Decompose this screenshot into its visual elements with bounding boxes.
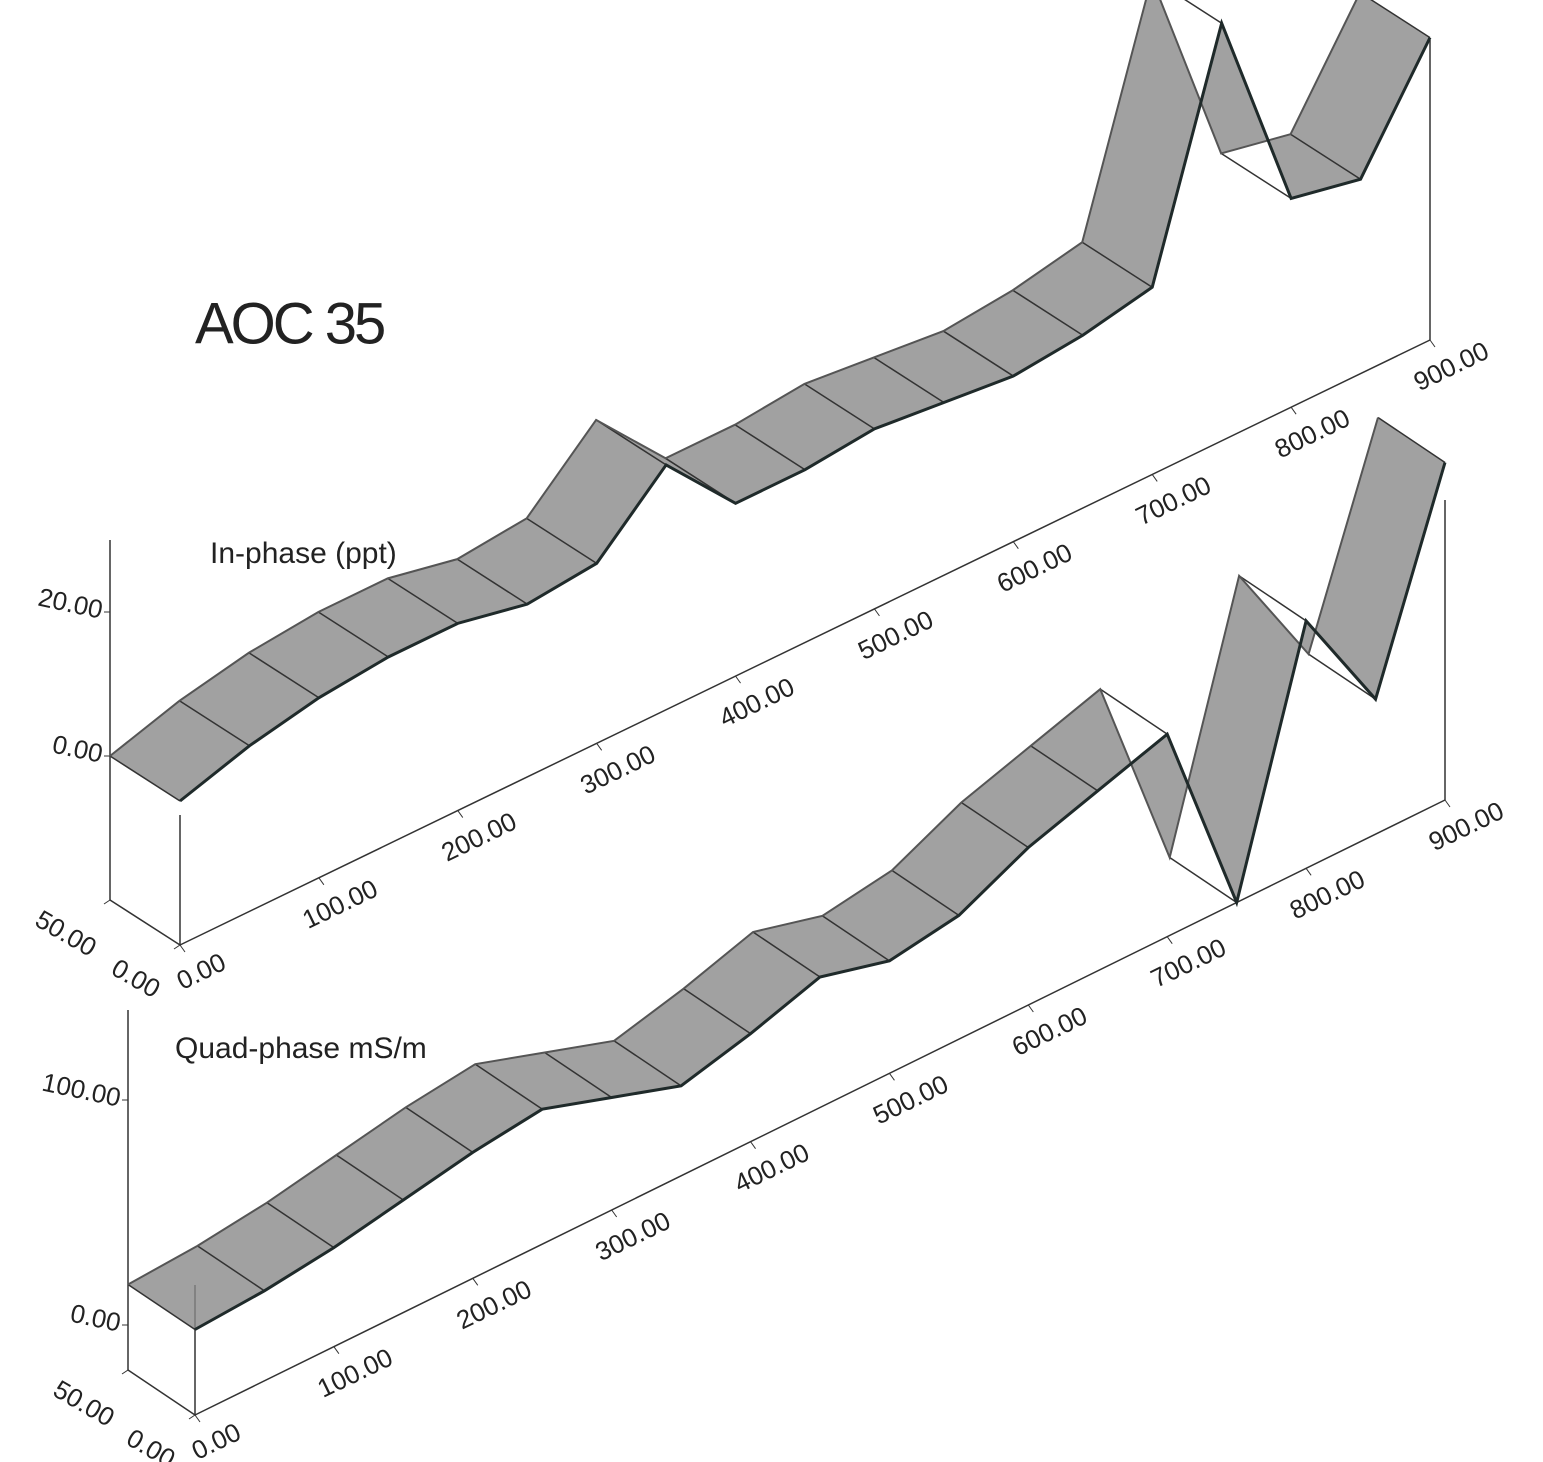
- x-tick: [1445, 800, 1450, 807]
- x-tick: [180, 945, 185, 952]
- x-tick: [1152, 474, 1157, 481]
- x-tick-label: 0.00: [187, 1417, 246, 1462]
- x-tick: [1430, 340, 1435, 347]
- z-axis-label: In-phase (ppt): [210, 537, 397, 570]
- z-tick-label: 0.00: [68, 1298, 124, 1338]
- z-tick-label: 20.00: [36, 582, 106, 625]
- x-tick: [319, 878, 324, 885]
- x-tick: [889, 1073, 894, 1080]
- x-tick: [334, 1347, 339, 1354]
- x-tick: [612, 1210, 617, 1217]
- x-tick: [473, 1278, 478, 1285]
- z-tick-label: 0.00: [50, 729, 106, 769]
- y-tick-label: 50.00: [48, 1374, 119, 1433]
- depth-axis: [110, 900, 180, 945]
- x-axis: [195, 800, 1445, 1415]
- chart: 0.00100.00200.00300.00400.00500.00600.00…: [0, 0, 1543, 1462]
- depth-axis: [128, 1370, 195, 1415]
- x-tick: [1028, 1005, 1033, 1012]
- x-tick: [1306, 868, 1311, 875]
- x-tick: [736, 676, 741, 683]
- x-tick: [751, 1142, 756, 1149]
- y-tick-label: 50.00: [30, 904, 101, 963]
- y-tick-label: 0.00: [107, 953, 166, 1004]
- y-tick: [174, 945, 180, 949]
- y-tick: [189, 1415, 195, 1419]
- z-axis-label: Quad-phase mS/m: [175, 1032, 427, 1065]
- x-tick: [597, 743, 602, 750]
- y-tick: [122, 1370, 128, 1374]
- y-tick: [104, 900, 110, 904]
- x-tick: [874, 609, 879, 616]
- x-tick-label: 0.00: [172, 947, 231, 996]
- x-tick: [195, 1415, 200, 1422]
- y-tick-label: 0.00: [122, 1423, 181, 1462]
- z-tick-label: 100.00: [40, 1067, 124, 1113]
- x-tick: [1013, 542, 1018, 549]
- chart-title: AOC 35: [195, 291, 384, 356]
- x-tick: [1167, 937, 1172, 944]
- x-tick: [1291, 407, 1296, 414]
- x-tick: [458, 811, 463, 818]
